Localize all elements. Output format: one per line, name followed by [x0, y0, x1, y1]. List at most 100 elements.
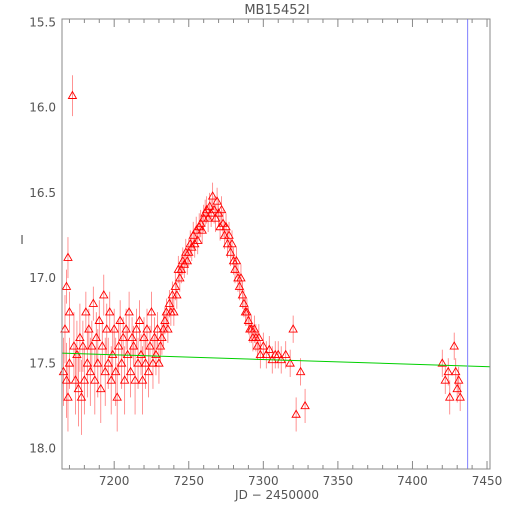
data-point [249, 324, 260, 333]
data-point [221, 221, 231, 231]
data-point [455, 392, 465, 401]
data-point [188, 230, 199, 239]
x-axis-title: JD − 2450000 [234, 488, 319, 502]
data-point [155, 341, 166, 350]
data-point [140, 358, 151, 367]
data-point [118, 332, 128, 341]
data-point [242, 307, 252, 316]
data-point [133, 358, 143, 367]
data-point [139, 332, 149, 341]
data-point [295, 366, 306, 376]
data-point [452, 383, 462, 393]
data-point [75, 332, 85, 341]
data-point [127, 332, 137, 341]
data-point [87, 341, 97, 350]
data-point [91, 332, 102, 341]
data-point [115, 315, 125, 324]
plot-frame [61, 18, 491, 470]
data-point [203, 213, 213, 222]
x-tick-label: 7300 [248, 474, 279, 488]
data-point [67, 90, 78, 99]
data-point [100, 366, 111, 376]
data-point [192, 235, 203, 244]
data-point [125, 366, 136, 376]
data-point [160, 315, 170, 324]
data-point [119, 375, 130, 384]
data-point [291, 409, 301, 418]
data-point [209, 204, 219, 214]
data-point [453, 375, 464, 384]
data-point [104, 307, 115, 316]
data-point [234, 281, 245, 290]
data-point [236, 272, 246, 282]
data-point [149, 332, 160, 341]
data-point [82, 358, 93, 367]
data-point [183, 247, 194, 256]
data-point [224, 230, 234, 239]
data-point [444, 392, 455, 401]
data-point [103, 358, 114, 367]
data-point [197, 225, 207, 234]
data-point [146, 307, 157, 316]
data-point [58, 366, 69, 376]
data-point [109, 324, 119, 333]
data-point [254, 332, 264, 341]
data-point [61, 281, 72, 290]
y-tick-label: 16.0 [29, 101, 56, 115]
data-point [116, 358, 127, 367]
data-point [212, 196, 222, 205]
data-point [131, 324, 142, 333]
data-point [78, 341, 88, 350]
data-point [136, 349, 146, 359]
data-point [176, 264, 187, 273]
data-point [440, 375, 451, 384]
y-axis-title: I [20, 233, 24, 247]
data-point [113, 341, 124, 350]
data-point [267, 354, 278, 364]
data-point [450, 366, 461, 376]
data-point [280, 349, 291, 359]
data-point [163, 324, 173, 333]
data-point [95, 383, 106, 393]
y-tick-label: 17.0 [29, 271, 56, 285]
x-tick-label: 7400 [397, 474, 428, 488]
data-point [148, 358, 158, 367]
data-point [157, 332, 167, 341]
data-point [273, 349, 284, 359]
data-point [252, 341, 263, 350]
data-point [204, 201, 215, 210]
data-point [63, 252, 73, 261]
data-point [81, 307, 91, 316]
data-point [449, 341, 459, 350]
data-point [110, 366, 121, 376]
data-point [216, 204, 227, 214]
data-point [145, 341, 155, 350]
data-point [195, 218, 206, 227]
data-point [258, 341, 269, 350]
data-point [93, 358, 103, 367]
data-point [225, 247, 236, 256]
data-point [84, 324, 94, 333]
data-point [122, 349, 133, 359]
data-point [300, 400, 310, 410]
data-point [128, 341, 139, 350]
data-point [237, 290, 248, 299]
data-point [230, 264, 240, 273]
data-point [112, 392, 122, 401]
data-point [169, 307, 179, 316]
y-tick-label: 18.0 [29, 442, 56, 456]
data-point [61, 375, 72, 384]
data-point [170, 281, 181, 290]
data-point [106, 375, 116, 384]
data-point [151, 349, 161, 359]
data-point [239, 298, 249, 307]
y-tick-label: 15.5 [29, 15, 56, 29]
data-point [124, 307, 134, 316]
data-point [134, 315, 145, 324]
x-tick-label: 7250 [173, 474, 204, 488]
data-point [255, 349, 266, 359]
data-point [88, 298, 99, 307]
data-point [137, 375, 148, 384]
data-point [210, 213, 221, 222]
